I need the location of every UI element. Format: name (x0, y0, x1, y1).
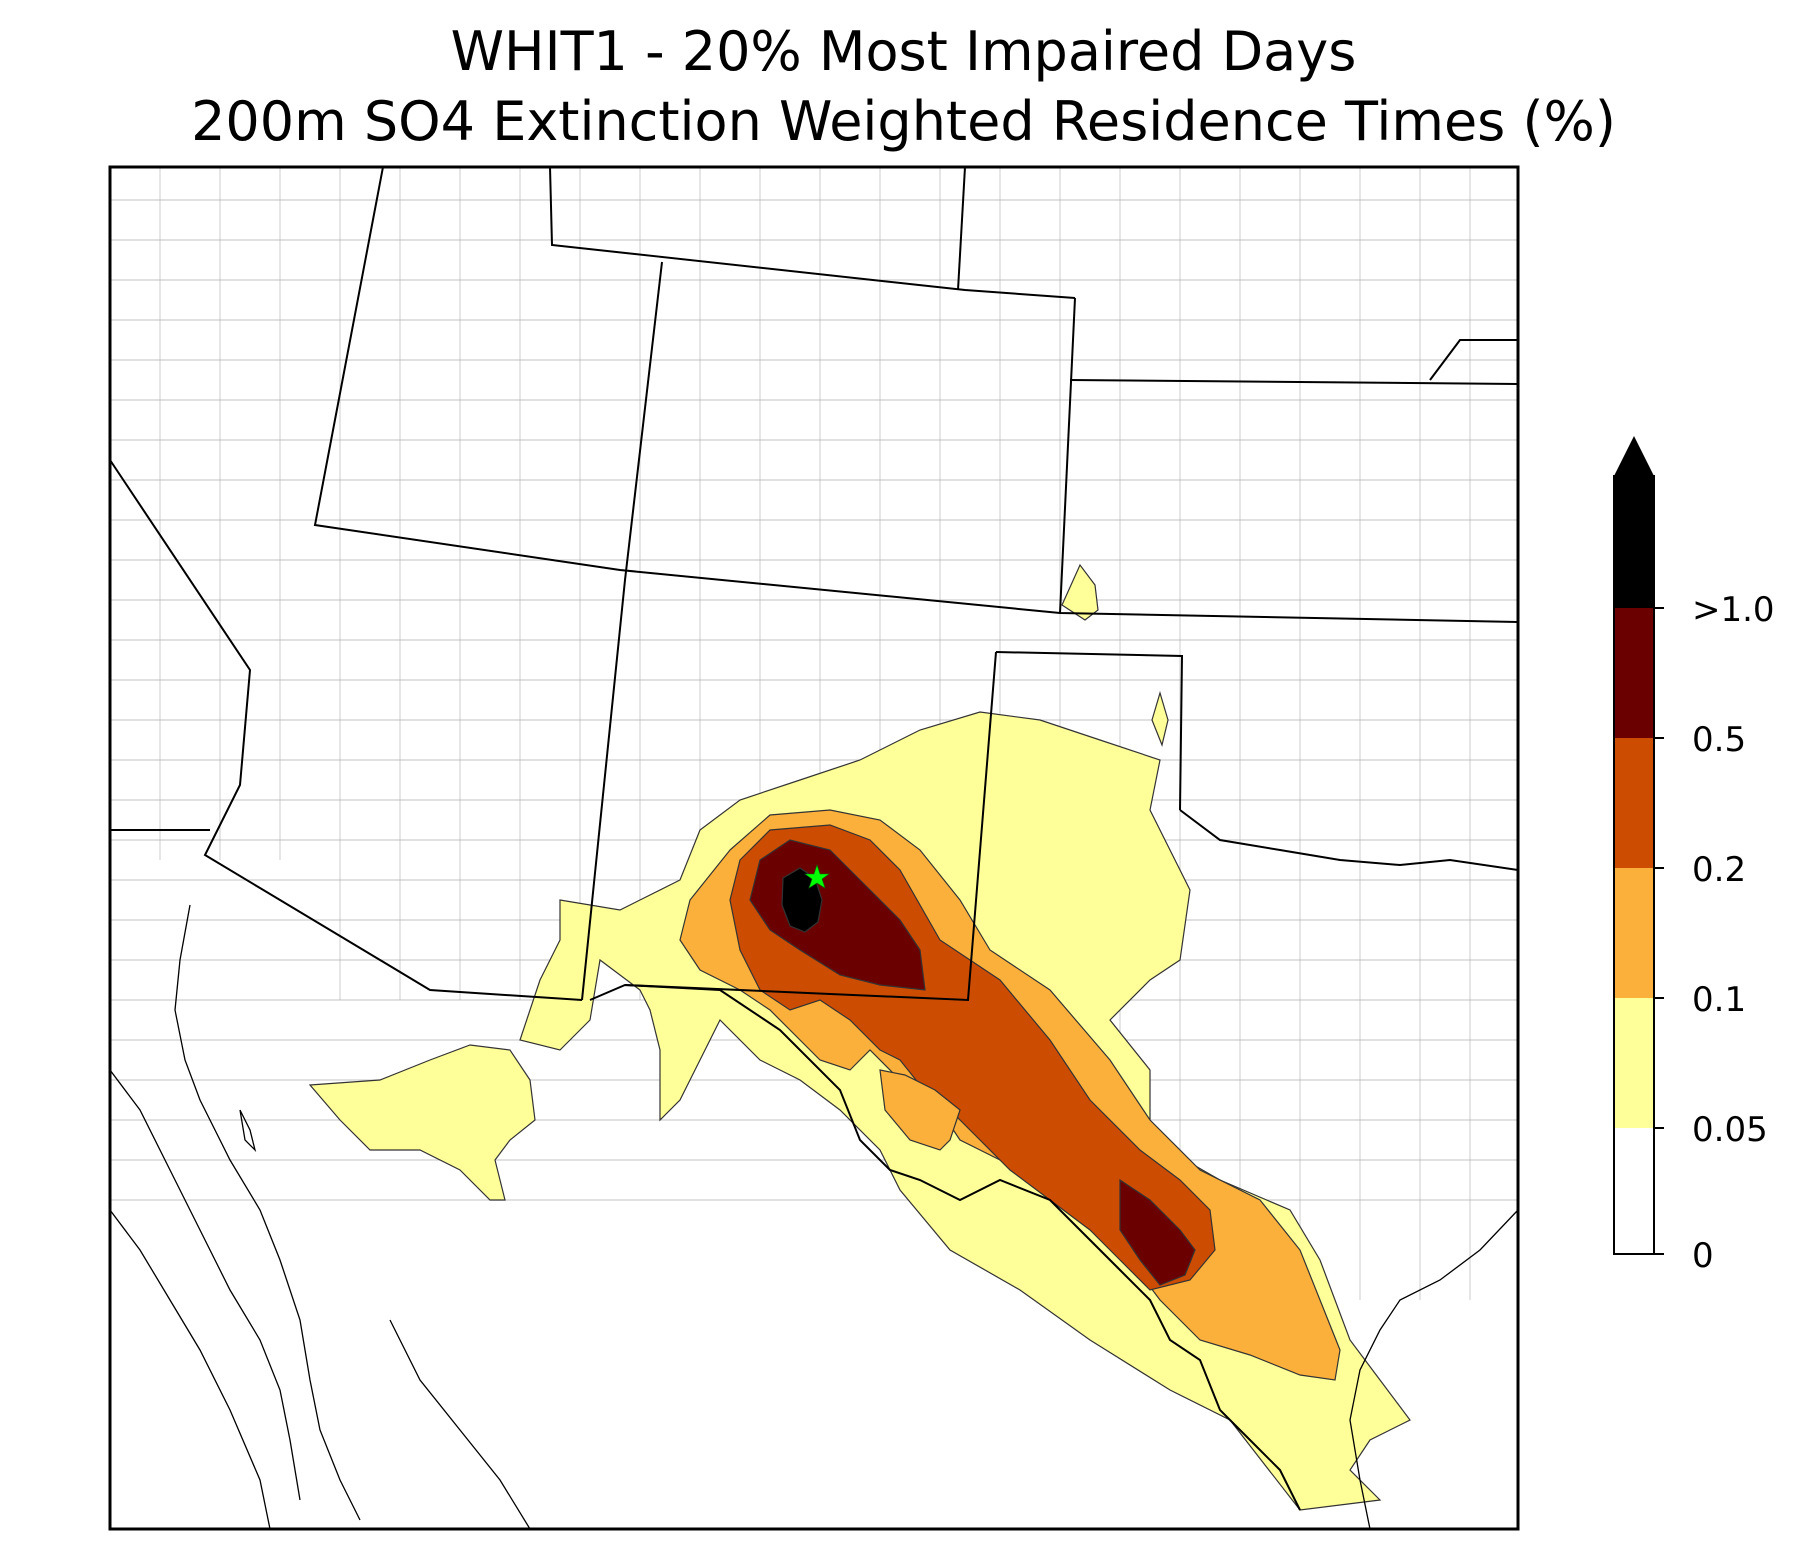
colorbar-tick-label: 0.5 (1692, 720, 1747, 760)
coastlines (110, 904, 1518, 1529)
map-title-line2: 200m SO4 Extinction Weighted Residence T… (191, 90, 1616, 153)
contour-level-0.5-south (1119, 1178, 1196, 1286)
contour-level-0.2-lake (879, 1069, 961, 1151)
map-frame (108, 165, 1520, 1531)
contour-level-0.05-north2 (1151, 690, 1169, 747)
site-marker-star (804, 864, 830, 889)
colorbar-tick-label: 0.05 (1692, 1110, 1768, 1150)
contour-level-0.05-north (1061, 563, 1099, 621)
contours (308, 563, 1411, 1511)
colorbar-tick-label: 0.2 (1692, 850, 1747, 890)
colorbar-extend-arrow (1614, 436, 1654, 476)
contour-level-0.05-west (308, 1044, 536, 1201)
colorbar-tick-label: 0 (1692, 1236, 1714, 1276)
map-title-line1: WHIT1 - 20% Most Impaired Days (450, 20, 1357, 83)
state-boundaries (110, 167, 1518, 1511)
colorbar (1613, 436, 1664, 1255)
colorbar-tick-label: >1.0 (1692, 590, 1775, 630)
county-boundaries (110, 167, 1518, 1300)
colorbar-tick-label: 0.1 (1692, 980, 1747, 1020)
